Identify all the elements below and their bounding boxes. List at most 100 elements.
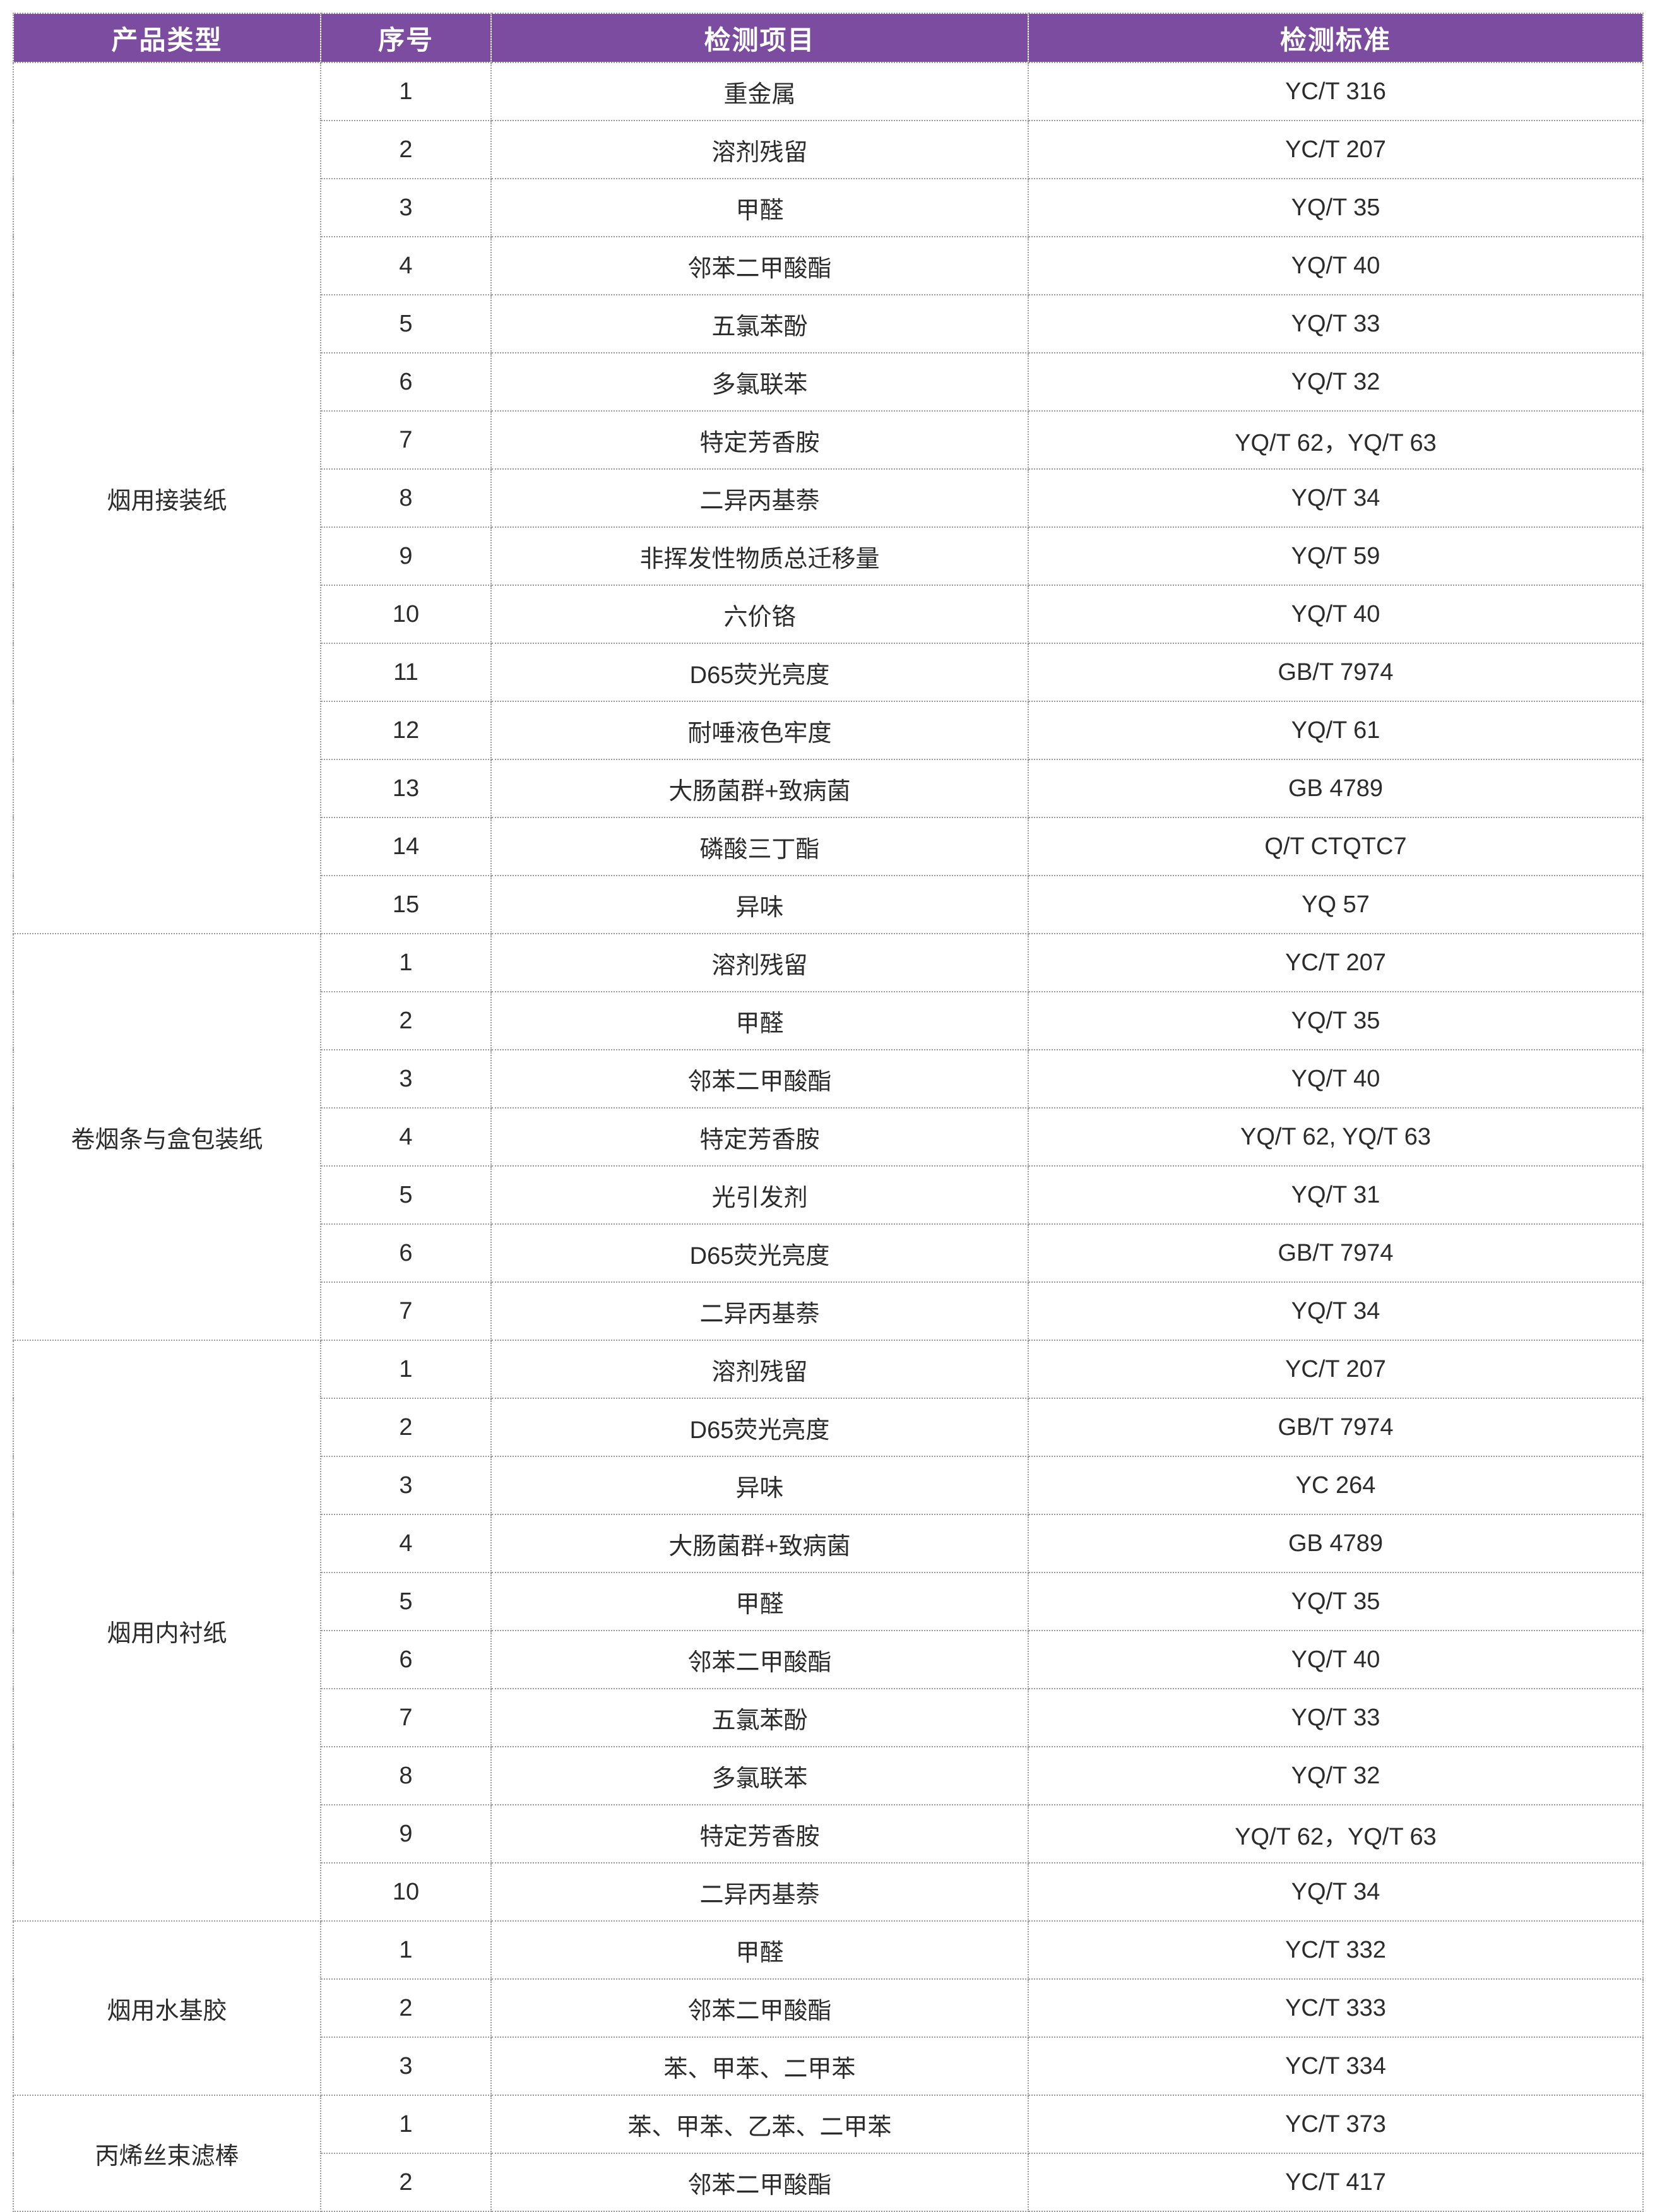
category-cell: 丙烯丝束滤棒: [13, 2095, 321, 2212]
standard-cell: YQ/T 33: [1028, 294, 1644, 354]
item-cell: 多氯联苯: [490, 352, 1029, 412]
table-row: 3 苯、甲苯、二甲苯 YC/T 334: [13, 2037, 1644, 2096]
table-row: 丙烯丝束滤棒 1 苯、甲苯、乙苯、二甲苯 YC/T 373: [13, 2095, 1644, 2212]
item-cell: 异味: [490, 1456, 1029, 1515]
serial-cell: 13: [320, 759, 492, 818]
category-cell: 烟用接装纸: [13, 62, 321, 934]
item-cell: 异味: [490, 875, 1029, 934]
standard-cell: YQ/T 40: [1028, 1630, 1644, 1689]
standard-cell: YQ/T 40: [1028, 585, 1644, 644]
item-cell: 二异丙基萘: [490, 468, 1029, 528]
item-cell: 苯、甲苯、乙苯、二甲苯: [490, 2095, 1029, 2154]
serial-cell: 4: [320, 1107, 492, 1167]
serial-cell: 6: [320, 1223, 492, 1283]
table-row: 6 邻苯二甲酸酯 YQ/T 40: [13, 1630, 1644, 1689]
table-row: 8 多氯联苯 YQ/T 32: [13, 1746, 1644, 1805]
standard-cell: GB/T 7974: [1028, 1398, 1644, 1457]
item-cell: 甲醛: [490, 991, 1029, 1050]
item-cell: 特定芳香胺: [490, 410, 1029, 470]
table-row: 3 邻苯二甲酸酯 YQ/T 40: [13, 1049, 1644, 1109]
serial-cell: 15: [320, 875, 492, 934]
standard-cell: GB/T 7974: [1028, 643, 1644, 702]
serial-cell: 3: [320, 178, 492, 237]
item-cell: 二异丙基萘: [490, 1281, 1029, 1341]
item-cell: D65荧光亮度: [490, 643, 1029, 702]
standard-cell: YQ/T 32: [1028, 1746, 1644, 1805]
serial-cell: 1: [320, 1920, 492, 1980]
table-body: 烟用接装纸 1 重金属 YC/T 316 2 溶剂残留 YC/T 207 3 甲醛 YQ/T 35…: [13, 62, 1644, 2212]
serial-cell: 2: [320, 1398, 492, 1457]
table-row: 卷烟条与盒包装纸 1 溶剂残留 YC/T 207: [13, 933, 1644, 1341]
table-row: 4 大肠菌群+致病菌 GB 4789: [13, 1514, 1644, 1573]
item-cell: 六价铬: [490, 585, 1029, 644]
standard-cell: GB/T 7974: [1028, 1223, 1644, 1283]
standard-cell: YQ/T 62，YQ/T 63: [1028, 1804, 1644, 1864]
standard-cell: YC 264: [1028, 1456, 1644, 1515]
item-cell: D65荧光亮度: [490, 1223, 1029, 1283]
item-cell: 五氯苯酚: [490, 294, 1029, 354]
item-cell: 溶剂残留: [490, 933, 1029, 992]
table-row: 10 二异丙基萘 YQ/T 34: [13, 1862, 1644, 1922]
item-cell: 特定芳香胺: [490, 1107, 1029, 1167]
item-cell: 甲醛: [490, 1572, 1029, 1631]
inspection-standards-table: 产品类型 序号 检测项目 检测标准 烟用接装纸 1 重金属 YC/T 316 2 溶剂残留…: [13, 13, 1644, 2212]
table-row: 6 多氯联苯 YQ/T 32: [13, 352, 1644, 412]
item-cell: 光引发剂: [490, 1165, 1029, 1225]
standard-cell: YC/T 207: [1028, 933, 1644, 992]
serial-cell: 6: [320, 1630, 492, 1689]
standard-cell: YC/T 333: [1028, 1978, 1644, 2038]
item-cell: 大肠菌群+致病菌: [490, 759, 1029, 818]
table-row: 6 D65荧光亮度 GB/T 7974: [13, 1223, 1644, 1283]
serial-cell: 14: [320, 817, 492, 876]
standard-cell: YC/T 334: [1028, 2037, 1644, 2096]
standard-cell: YQ/T 34: [1028, 1862, 1644, 1922]
item-cell: 五氯苯酚: [490, 1688, 1029, 1747]
serial-cell: 10: [320, 1862, 492, 1922]
table-row: 2 邻苯二甲酸酯 YC/T 333: [13, 1978, 1644, 2038]
standard-cell: YQ/T 62, YQ/T 63: [1028, 1107, 1644, 1167]
table-row: 2 溶剂残留 YC/T 207: [13, 120, 1644, 179]
serial-cell: 11: [320, 643, 492, 702]
serial-cell: 4: [320, 236, 492, 295]
standard-cell: YQ/T 32: [1028, 352, 1644, 412]
table-row: 烟用接装纸 1 重金属 YC/T 316: [13, 62, 1644, 934]
item-cell: 邻苯二甲酸酯: [490, 2153, 1029, 2212]
standard-cell: YC/T 332: [1028, 1920, 1644, 1980]
table-row: 5 光引发剂 YQ/T 31: [13, 1165, 1644, 1225]
serial-cell: 6: [320, 352, 492, 412]
standard-cell: YC/T 207: [1028, 120, 1644, 179]
serial-cell: 3: [320, 1049, 492, 1109]
serial-cell: 9: [320, 526, 492, 586]
serial-cell: 2: [320, 1978, 492, 2038]
table-row: 烟用水基胶 1 甲醛 YC/T 332: [13, 1920, 1644, 2096]
table-row: 5 甲醛 YQ/T 35: [13, 1572, 1644, 1631]
standard-cell: YQ/T 31: [1028, 1165, 1644, 1225]
serial-cell: 7: [320, 1281, 492, 1341]
serial-cell: 4: [320, 1514, 492, 1573]
serial-cell: 3: [320, 2037, 492, 2096]
table-row: 14 磷酸三丁酯 Q/T CTQTC7: [13, 817, 1644, 876]
item-cell: 溶剂残留: [490, 120, 1029, 179]
table-row: 10 六价铬 YQ/T 40: [13, 585, 1644, 644]
serial-cell: 2: [320, 2153, 492, 2212]
serial-cell: 10: [320, 585, 492, 644]
standard-cell: YC/T 207: [1028, 1340, 1644, 1399]
table-row: 9 非挥发性物质总迁移量 YQ/T 59: [13, 526, 1644, 586]
item-cell: 甲醛: [490, 178, 1029, 237]
serial-cell: 5: [320, 1165, 492, 1225]
serial-cell: 12: [320, 701, 492, 760]
serial-cell: 8: [320, 468, 492, 528]
standard-cell: YQ/T 59: [1028, 526, 1644, 586]
serial-cell: 2: [320, 120, 492, 179]
category-cell: 烟用水基胶: [13, 1920, 321, 2096]
table-row: 12 耐唾液色牢度 YQ/T 61: [13, 701, 1644, 760]
standard-cell: YQ/T 35: [1028, 991, 1644, 1050]
serial-cell: 7: [320, 410, 492, 470]
item-cell: 特定芳香胺: [490, 1804, 1029, 1864]
table-row: 8 二异丙基萘 YQ/T 34: [13, 468, 1644, 528]
item-cell: 邻苯二甲酸酯: [490, 1630, 1029, 1689]
serial-cell: 9: [320, 1804, 492, 1864]
standard-cell: YQ/T 34: [1028, 468, 1644, 528]
table-row: 5 五氯苯酚 YQ/T 33: [13, 294, 1644, 354]
item-cell: 大肠菌群+致病菌: [490, 1514, 1029, 1573]
